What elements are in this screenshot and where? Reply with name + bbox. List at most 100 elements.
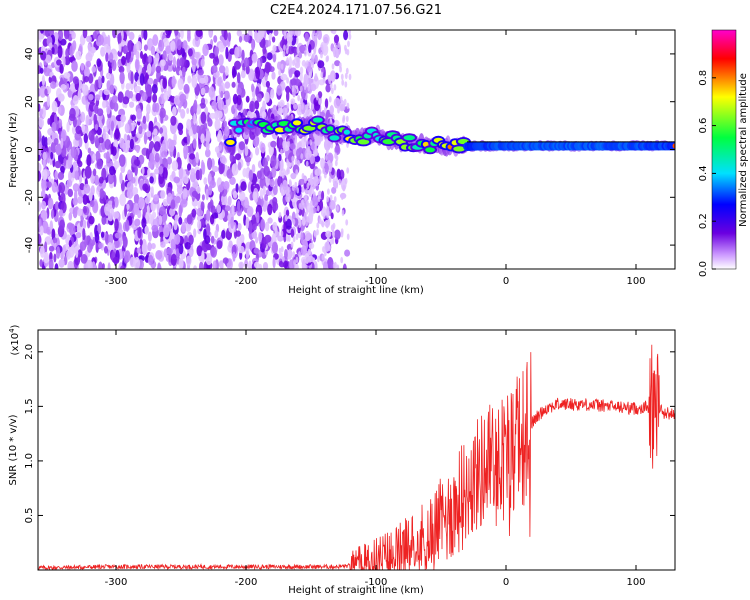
noise-speckle [46, 181, 52, 189]
noise-speckle [195, 30, 203, 38]
noise-speckle [288, 259, 294, 269]
noise-speckle [51, 100, 58, 113]
noise-speckle [208, 30, 213, 37]
noise-speckle [83, 67, 90, 78]
noise-speckle [180, 108, 186, 119]
noise-speckle [185, 255, 192, 266]
noise-speckle [277, 107, 281, 115]
noise-speckle [284, 107, 288, 115]
spectrogram-y-ticks: -40 -20 0 20 40 [24, 48, 675, 253]
noise-speckle [327, 160, 331, 167]
noise-speckle [287, 45, 295, 55]
noise-speckle [109, 166, 116, 176]
noise-speckle [315, 175, 319, 182]
noise-speckle [42, 158, 46, 168]
noise-speckle [98, 242, 103, 249]
noise-speckle [104, 203, 111, 216]
noise-speckle [332, 222, 336, 230]
y-tick-label: 2.0 [24, 344, 35, 360]
noise-speckle [264, 91, 270, 103]
noise-speckle [297, 94, 301, 102]
noise-speckle [342, 103, 346, 111]
noise-speckle [315, 94, 319, 101]
noise-speckle [305, 160, 309, 168]
noise-speckle [341, 209, 345, 217]
noise-speckle [316, 205, 320, 212]
noise-speckle [251, 83, 255, 93]
noise-speckle [281, 189, 284, 197]
noise-speckle [343, 30, 349, 41]
noise-speckle [197, 69, 204, 76]
noise-speckle [111, 243, 115, 250]
noise-speckle [325, 137, 329, 144]
noise-speckle [224, 90, 230, 100]
noise-speckle [124, 250, 131, 263]
noise-speckle [329, 82, 333, 89]
noise-speckle [265, 80, 270, 88]
noise-speckle [278, 153, 282, 162]
colorbar-label: Normalized spectral amplitude [738, 73, 749, 227]
noise-speckle [178, 204, 183, 218]
noise-speckle [348, 73, 352, 81]
noise-speckle [217, 129, 223, 143]
noise-speckle [241, 49, 245, 62]
noise-speckle [163, 93, 170, 101]
noise-speckle [40, 30, 44, 34]
noise-speckle [295, 256, 299, 264]
noise-speckle [66, 121, 70, 133]
noise-speckle [312, 53, 315, 60]
noise-speckle [77, 160, 83, 168]
noise-speckle [320, 52, 323, 59]
noise-speckle [286, 57, 289, 64]
noise-speckle [209, 112, 217, 119]
noise-speckle [237, 223, 242, 231]
noise-speckle [266, 52, 273, 61]
noise-speckle [152, 93, 158, 103]
noise-speckle [302, 216, 305, 223]
noise-speckle [326, 212, 329, 219]
noise-speckle [85, 114, 90, 127]
noise-speckle [337, 41, 341, 48]
noise-speckle [199, 261, 204, 269]
noise-speckle [113, 196, 119, 208]
noise-speckle [346, 102, 350, 110]
noise-speckle [236, 72, 241, 84]
noise-speckle [121, 55, 126, 66]
noise-speckle [244, 156, 252, 163]
colorbar-tick-label: 0.6 [698, 118, 709, 134]
noise-speckle [297, 159, 300, 167]
noise-speckle [69, 45, 74, 57]
x-tick-label: -100 [365, 577, 388, 588]
noise-speckle [38, 233, 42, 246]
noise-speckle [175, 196, 181, 204]
noise-speckle [85, 52, 93, 63]
noise-speckle [211, 65, 218, 73]
snr-frame [37, 329, 676, 571]
noise-speckle [283, 44, 286, 51]
noise-speckle [327, 188, 330, 195]
noise-speckle [134, 173, 138, 187]
noise-speckle [114, 218, 119, 232]
noise-speckle [214, 146, 220, 154]
noise-speckle [329, 165, 332, 173]
noise-speckle [293, 259, 297, 266]
noise-speckle [311, 103, 314, 110]
noise-speckle [42, 151, 47, 161]
noise-speckle [243, 33, 250, 43]
noise-speckle [119, 172, 123, 185]
noise-speckle [291, 160, 294, 168]
noise-speckle [285, 192, 291, 204]
noise-speckle [171, 258, 176, 266]
noise-speckle [67, 188, 74, 198]
noise-speckle [179, 93, 187, 103]
noise-speckle [60, 84, 67, 90]
noise-speckle [126, 61, 131, 74]
noise-speckle [305, 232, 312, 240]
noise-speckle [182, 188, 188, 201]
noise-speckle [171, 170, 176, 180]
noise-speckle [305, 220, 309, 227]
noise-speckle [224, 65, 229, 76]
noise-speckle [251, 214, 256, 227]
noise-speckle [129, 101, 135, 108]
noise-speckle [326, 237, 330, 244]
